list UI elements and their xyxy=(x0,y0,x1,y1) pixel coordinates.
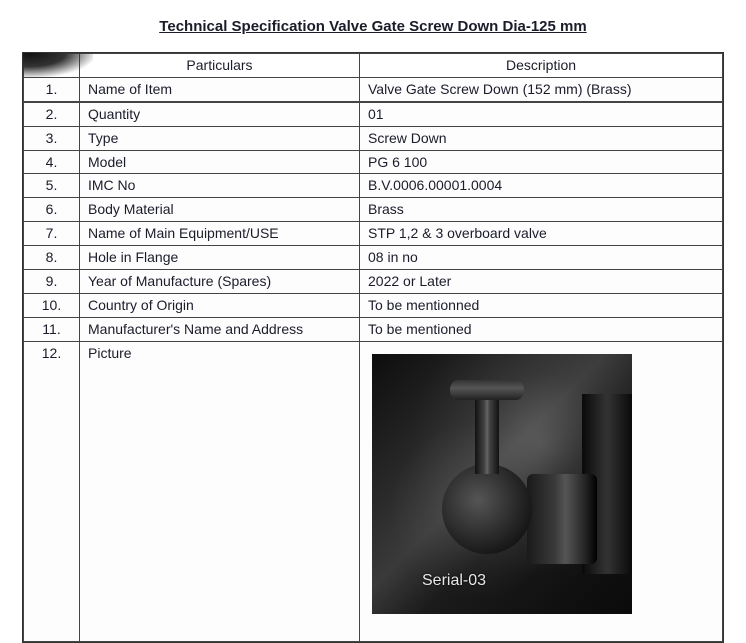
cell-particular: Country of Origin xyxy=(80,293,360,317)
cell-description: To be mentioned xyxy=(360,317,723,341)
title-prefix: Technical Specification xyxy=(159,18,325,35)
valve-photo: Serial-03 xyxy=(372,354,632,614)
flange-shape xyxy=(527,474,597,564)
cell-particular: Type xyxy=(80,126,360,150)
cell-num: 9. xyxy=(24,270,80,294)
header-particulars: Particulars xyxy=(80,54,360,78)
table-row: 5. IMC No B.V.0006.00001.0004 xyxy=(24,174,723,198)
cell-description: To be mentionned xyxy=(360,293,723,317)
header-description: Description xyxy=(360,54,723,78)
cell-num: 8. xyxy=(24,246,80,270)
table-row: 7. Name of Main Equipment/USE STP 1,2 & … xyxy=(24,222,723,246)
table-row: 11. Manufacturer's Name and Address To b… xyxy=(24,317,723,341)
table-row: 8. Hole in Flange 08 in no xyxy=(24,246,723,270)
cell-particular: Picture xyxy=(80,341,360,641)
cell-particular: Manufacturer's Name and Address xyxy=(80,317,360,341)
table-row: 4. Model PG 6 100 xyxy=(24,150,723,174)
cell-num: 11. xyxy=(24,317,80,341)
cell-particular: Name of Main Equipment/USE xyxy=(80,222,360,246)
cell-particular: Body Material xyxy=(80,198,360,222)
table-header-row: Particulars Description xyxy=(24,54,723,78)
spec-table-wrap: Particulars Description 1. Name of Item … xyxy=(22,52,724,643)
serial-label: Serial-03 xyxy=(422,570,486,592)
cell-num: 10. xyxy=(24,293,80,317)
cell-num: 5. xyxy=(24,174,80,198)
cell-num: 1. xyxy=(24,77,80,101)
cell-description: 01 xyxy=(360,102,723,126)
valve-stem-shape xyxy=(475,394,499,474)
cell-num: 7. xyxy=(24,222,80,246)
title-main: Valve Gate Screw Down Dia-125 mm xyxy=(325,18,587,35)
page-title: Technical Specification Valve Gate Screw… xyxy=(159,18,586,35)
spec-table: Particulars Description 1. Name of Item … xyxy=(23,53,723,642)
cell-num: 6. xyxy=(24,198,80,222)
cell-description: Screw Down xyxy=(360,126,723,150)
header-num xyxy=(24,54,80,78)
cell-particular: IMC No xyxy=(80,174,360,198)
picture-cell: Serial-03 xyxy=(360,341,723,641)
table-row: 3. Type Screw Down xyxy=(24,126,723,150)
cell-description: Valve Gate Screw Down (152 mm) (Brass) xyxy=(360,77,723,101)
cell-description: 08 in no xyxy=(360,246,723,270)
cell-particular: Hole in Flange xyxy=(80,246,360,270)
cell-description: B.V.0006.00001.0004 xyxy=(360,174,723,198)
cell-description: 2022 or Later xyxy=(360,270,723,294)
table-row: 2. Quantity 01 xyxy=(24,102,723,126)
page-title-wrap: Technical Specification Valve Gate Screw… xyxy=(22,18,724,36)
cell-particular: Name of Item xyxy=(80,77,360,101)
table-row: 12. Picture Serial-03 xyxy=(24,341,723,641)
cell-particular: Model xyxy=(80,150,360,174)
cell-num: 3. xyxy=(24,126,80,150)
cell-description: PG 6 100 xyxy=(360,150,723,174)
cell-description: STP 1,2 & 3 overboard valve xyxy=(360,222,723,246)
cell-particular: Quantity xyxy=(80,102,360,126)
cell-description: Brass xyxy=(360,198,723,222)
valve-body-shape xyxy=(442,464,532,554)
cell-num: 4. xyxy=(24,150,80,174)
table-row: 9. Year of Manufacture (Spares) 2022 or … xyxy=(24,270,723,294)
cell-num: 2. xyxy=(24,102,80,126)
table-row: 1. Name of Item Valve Gate Screw Down (1… xyxy=(24,77,723,101)
table-row: 10. Country of Origin To be mentionned xyxy=(24,293,723,317)
valve-wheel-shape xyxy=(450,380,524,400)
table-row: 6. Body Material Brass xyxy=(24,198,723,222)
cell-particular: Year of Manufacture (Spares) xyxy=(80,270,360,294)
cell-num: 12. xyxy=(24,341,80,641)
